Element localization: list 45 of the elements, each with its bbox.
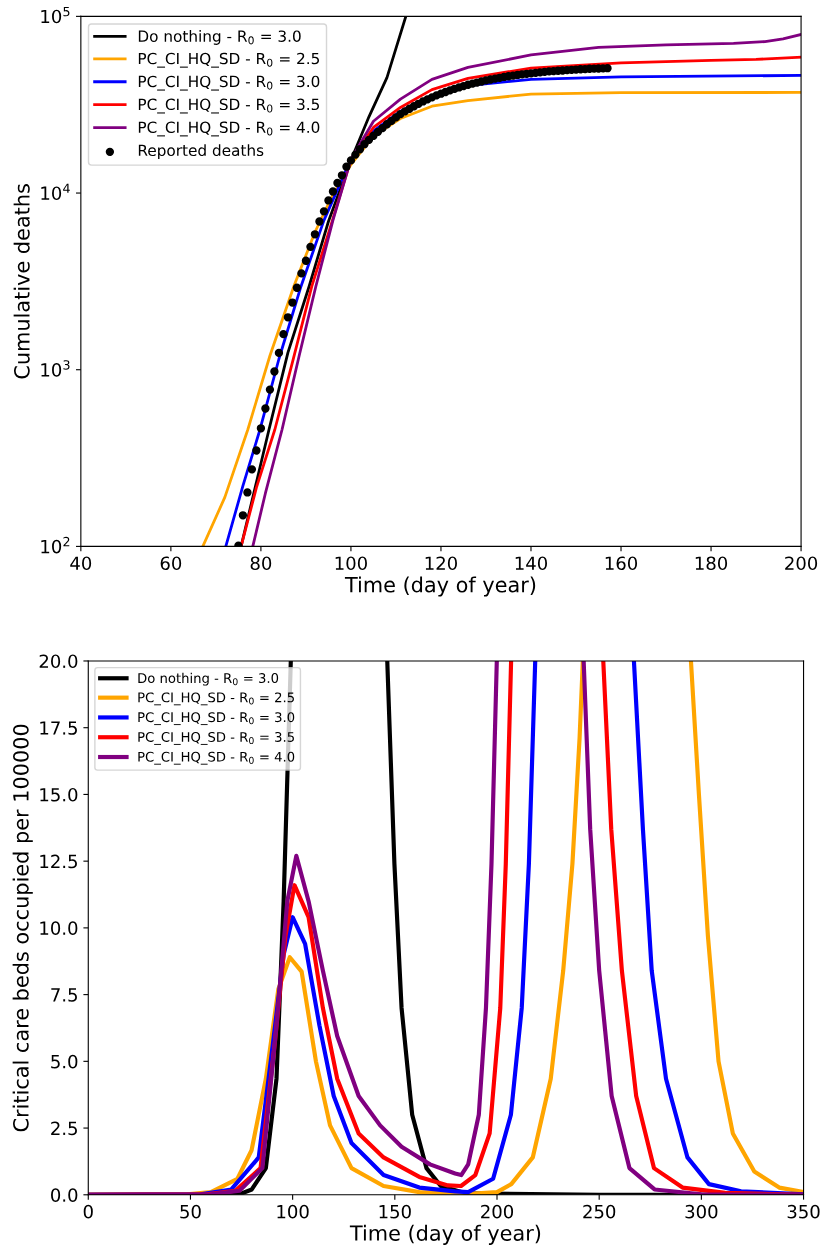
x-tick-label: 180 bbox=[695, 556, 728, 571]
x-tick-label: 80 bbox=[250, 556, 272, 571]
y-tick-label: 7.5 bbox=[51, 988, 77, 1002]
x-tick-label: 160 bbox=[605, 556, 638, 571]
legend-label: PC_CI_HQ_SD - R$_{0}$ = 4.0 bbox=[138, 751, 295, 765]
x-tick-label: 40 bbox=[70, 556, 92, 571]
legend-label: PC_CI_HQ_SD - R$_{0}$ = 2.5 bbox=[138, 52, 320, 68]
x-tick-label: 100 bbox=[277, 1204, 309, 1219]
x-tick-label: 200 bbox=[481, 1204, 514, 1219]
y-axis-title: Cumulative deaths bbox=[13, 184, 30, 379]
y-tick-label: 10.0 bbox=[40, 921, 78, 935]
y-tick-label: 10$^{3}$ bbox=[41, 360, 70, 377]
x-tick-label: 50 bbox=[180, 1204, 201, 1219]
x-axis-title: Time (day of year) bbox=[344, 576, 536, 597]
y-tick-label: 15.0 bbox=[40, 787, 78, 802]
legend-label: PC_CI_HQ_SD - R$_{0}$ = 3.0 bbox=[138, 75, 320, 91]
x-tick-label: 100 bbox=[335, 556, 367, 571]
legend-label: PC_CI_HQ_SD - R$_{0}$ = 3.5 bbox=[138, 731, 294, 745]
legend-label: Do nothing - R$_{0}$ = 3.0 bbox=[138, 30, 301, 45]
legend-label: PC_CI_HQ_SD - R$_{0}$ = 4.0 bbox=[138, 121, 320, 137]
x-tick-label: 60 bbox=[160, 556, 182, 571]
y-tick-label: 20.0 bbox=[39, 654, 78, 669]
x-tick-label: 120 bbox=[425, 556, 457, 571]
legend-label: PC_CI_HQ_SD - R$_{0}$ = 3.5 bbox=[138, 98, 320, 114]
y-tick-label: 0.0 bbox=[51, 1188, 78, 1202]
x-axis-title: Time (day of year) bbox=[349, 1224, 541, 1245]
legend-label: PC_CI_HQ_SD - R$_{0}$ = 3.0 bbox=[138, 712, 295, 726]
x-tick-label: 350 bbox=[787, 1204, 820, 1219]
x-tick-label: 200 bbox=[785, 556, 818, 571]
y-tick-label: 5.0 bbox=[51, 1054, 78, 1069]
y-axis-title: Critical care beds occupied per 100000 bbox=[12, 724, 33, 1132]
x-tick-label: 300 bbox=[685, 1204, 718, 1219]
y-tick-label: 10$^{5}$ bbox=[41, 6, 70, 24]
legend-label: Do nothing - R$_{0}$ = 3.0 bbox=[138, 672, 279, 686]
y-tick-label: 2.5 bbox=[51, 1121, 77, 1136]
x-tick-label: 250 bbox=[583, 1204, 616, 1219]
x-tick-label: 0 bbox=[83, 1204, 93, 1219]
legend-label: PC_CI_HQ_SD - R$_{0}$ = 2.5 bbox=[138, 692, 294, 706]
x-tick-label: 150 bbox=[379, 1204, 411, 1219]
legend-label: Reported deaths bbox=[138, 144, 264, 160]
y-tick-label: 10$^{4}$ bbox=[41, 183, 70, 201]
x-tick-label: 140 bbox=[515, 556, 548, 571]
y-tick-label: 17.5 bbox=[40, 721, 77, 735]
y-tick-label: 12.5 bbox=[40, 854, 77, 869]
y-tick-label: 10$^{2}$ bbox=[41, 536, 70, 554]
